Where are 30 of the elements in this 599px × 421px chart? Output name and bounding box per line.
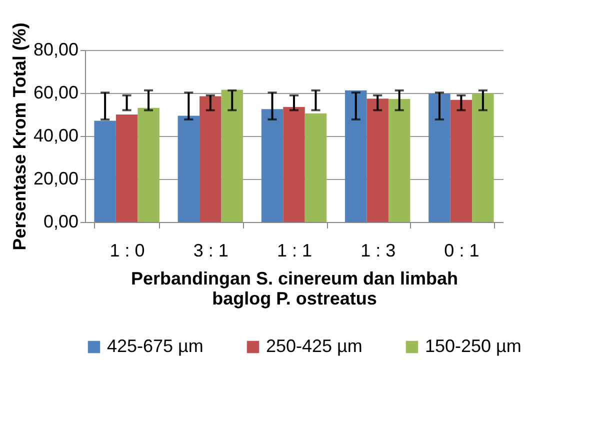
bar <box>388 99 410 222</box>
bar <box>450 100 472 222</box>
x-tick-label: 3 : 1 <box>193 240 228 260</box>
bar <box>283 106 305 222</box>
y-tick-label: 80,00 <box>33 40 78 60</box>
y-tick-label: 20,00 <box>33 168 78 188</box>
x-tick-label: 1 : 0 <box>110 240 145 260</box>
y-tick-label: 0,00 <box>43 212 78 232</box>
bar <box>304 113 327 222</box>
legend-label: 250-425 µm <box>266 336 362 356</box>
legend-label: 150-250 µm <box>425 336 522 356</box>
bar <box>261 109 284 222</box>
bar <box>472 93 494 222</box>
y-tick-label: 40,00 <box>33 126 78 146</box>
x-tick-label: 0 : 1 <box>444 240 480 260</box>
y-tick-label: 60,00 <box>33 82 78 102</box>
bar <box>344 90 367 222</box>
bar <box>200 96 222 222</box>
bar <box>366 98 388 222</box>
x-tick-label: 1 : 1 <box>276 240 312 260</box>
bar <box>138 108 160 222</box>
x-axis-title: Perbandingan S. cinereum dan limbah baglog P. ostreatus <box>130 268 458 308</box>
bar <box>178 116 200 222</box>
bar <box>221 90 244 222</box>
legend-label: 425-675 µm <box>107 336 204 356</box>
x-tick-label: 1 : 3 <box>360 240 396 260</box>
bar <box>94 120 116 222</box>
y-axis-title: Persentase Krom Total (%) <box>9 22 30 250</box>
bar <box>428 94 450 222</box>
bar <box>116 114 138 222</box>
